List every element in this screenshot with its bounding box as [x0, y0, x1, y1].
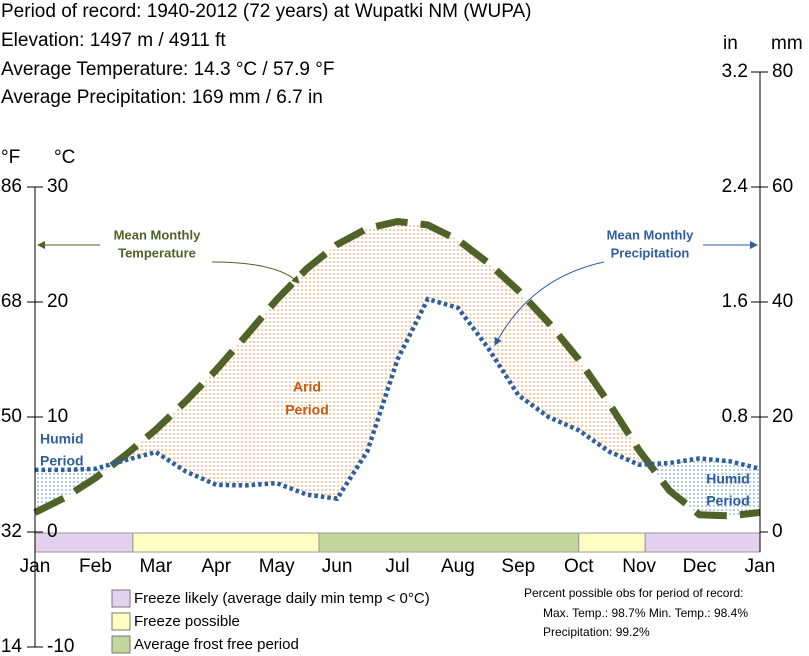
y-tick-label: 14	[1, 636, 23, 656]
y-tick-label: 20	[47, 291, 68, 312]
y2-tick-label: 0.8	[722, 406, 748, 427]
axis-label: °F	[1, 147, 20, 168]
header-line: Average Temperature: 14.3 °C / 57.9 °F	[1, 59, 334, 80]
annotation: Period	[40, 453, 84, 469]
arid-area	[337, 228, 368, 499]
x-tick-label: Sep	[501, 556, 535, 577]
humid-area	[35, 469, 66, 513]
arid-area	[548, 322, 579, 431]
x-tick-label: Jan	[20, 556, 51, 577]
arid-area	[186, 369, 217, 485]
arrow	[211, 261, 300, 284]
x-tick-label: Jun	[322, 556, 353, 577]
arid-area	[155, 400, 187, 472]
y-tick-label: 68	[1, 291, 22, 312]
precipitation-line	[35, 296, 761, 502]
arid-area	[397, 221, 428, 360]
y2-tick-label: 20	[772, 406, 793, 427]
note: Percent possible obs for period of recor…	[524, 586, 743, 600]
y2-tick-label: 60	[772, 176, 793, 197]
humid-area	[669, 458, 700, 515]
arid-area	[276, 268, 307, 495]
frost-period	[318, 532, 580, 553]
axis-label: in	[723, 33, 738, 54]
arid-area	[518, 290, 549, 417]
arid-area	[306, 244, 338, 499]
y-tick-label: 50	[1, 406, 22, 427]
x-tick-label: Dec	[683, 556, 717, 577]
x-tick-label: Feb	[79, 556, 112, 577]
y-tick-label: 32	[1, 521, 22, 542]
annotation: Humid	[706, 471, 750, 487]
y2-tick-label: 0	[772, 521, 783, 542]
annotation: Humid	[40, 431, 84, 447]
y2-tick-label: 40	[772, 291, 793, 312]
axis-label: °C	[54, 147, 75, 168]
frost-period	[578, 532, 646, 553]
arrow	[494, 261, 605, 346]
y-tick-label: 10	[47, 406, 68, 427]
legend-label: Average frost free period	[134, 636, 299, 653]
x-tick-label: May	[259, 556, 295, 577]
x-tick-label: Aug	[441, 556, 475, 577]
annotation: Temperature	[118, 245, 196, 260]
annotation: Precipitation	[611, 245, 690, 260]
header-line: Elevation: 1497 m / 4911 ft	[1, 30, 226, 51]
annotation: Arid	[293, 379, 321, 395]
x-tick-label: Mar	[139, 556, 172, 577]
annotation: Period	[285, 402, 329, 418]
axis-label: mm	[771, 33, 803, 54]
annotation: Mean Monthly	[114, 227, 201, 242]
frost-period	[644, 532, 761, 553]
legend-label: Freeze possible	[134, 613, 240, 630]
y-tick-label: 30	[47, 176, 68, 197]
annotation: Mean Monthly	[607, 227, 694, 242]
legend-swatch	[111, 635, 131, 654]
humid-area	[65, 468, 96, 498]
annotation: Period	[706, 493, 750, 509]
arid-area	[578, 359, 609, 452]
y-tick-label: 86	[1, 176, 22, 197]
x-tick-label: Jan	[745, 556, 776, 577]
y-tick-label: -10	[47, 636, 74, 656]
y2-tick-label: 3.2	[722, 61, 748, 82]
y2-tick-label: 1.6	[722, 291, 748, 312]
humid-area	[729, 461, 760, 516]
x-tick-label: Nov	[622, 556, 656, 577]
x-tick-label: Oct	[564, 556, 594, 577]
humid-area	[699, 458, 730, 516]
header-line: Average Precipitation: 169 mm / 6.7 in	[1, 87, 323, 108]
arid-area	[246, 299, 277, 486]
y2-tick-label: 2.4	[722, 176, 749, 197]
y2-tick-label: 80	[772, 61, 793, 82]
header-line: Period of record: 1940-2012 (72 years) a…	[1, 1, 531, 22]
x-tick-label: Jul	[385, 556, 409, 577]
arid-area	[216, 335, 247, 486]
y-tick-label: 0	[47, 521, 58, 542]
arid-area	[367, 221, 398, 452]
note: Precipitation: 99.2%	[543, 625, 650, 639]
temperature-line	[33, 217, 761, 520]
arid-area	[457, 239, 489, 348]
frost-period	[132, 532, 320, 553]
note: Max. Temp.: 98.7% Min. Temp.: 98.4%	[543, 606, 748, 620]
legend-swatch	[111, 612, 131, 631]
legend-label: Freeze likely (average daily min temp < …	[134, 590, 430, 607]
arid-area	[427, 224, 458, 308]
arid-area	[488, 262, 519, 396]
legend-swatch	[111, 589, 131, 608]
x-tick-label: Apr	[201, 556, 231, 577]
